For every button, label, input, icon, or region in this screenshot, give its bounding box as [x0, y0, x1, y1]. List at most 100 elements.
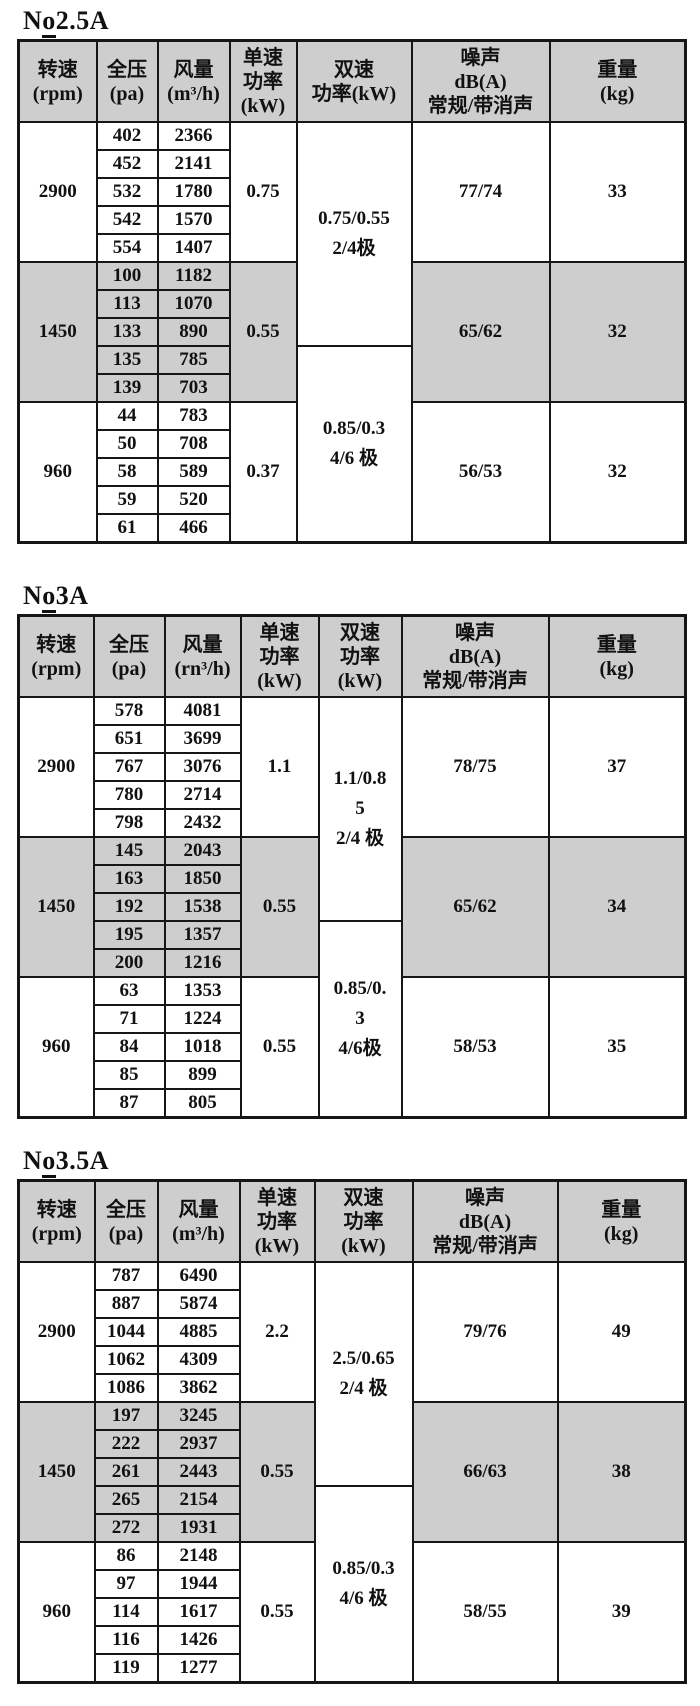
data-row: 133 890 [19, 317, 686, 347]
section-no3a: No3A 转速 (rpm) 全压 (pa) 风量 (rn³/h) 单速 功率 (kW)… [0, 544, 700, 1119]
data-row: 798 2432 [19, 808, 686, 838]
data-row: 135 785 0.85/0.3 4/6 极 [19, 345, 686, 544]
flow-cell: 589 [156, 457, 231, 487]
dual-power-cell: 0.85/0. 3 4/6极 [317, 920, 403, 1119]
data-row: 960 86 2148 0.55 58/55 39 [17, 1541, 687, 1684]
column-header: 单速 功率 (kW) [239, 614, 320, 698]
data-row: 61 466 [19, 513, 686, 544]
rpm-cell: 960 [17, 401, 98, 544]
pressure-cell: 135 [95, 345, 159, 375]
data-row: 272 1931 [19, 1513, 686, 1543]
flow-cell: 1538 [163, 892, 242, 922]
pressure-cell: 402 [95, 121, 159, 151]
data-row: 113 1070 [19, 289, 686, 319]
pressure-cell: 798 [92, 808, 166, 838]
pressure-cell: 119 [93, 1653, 159, 1684]
pressure-cell: 887 [93, 1289, 159, 1319]
data-row: 222 2937 [19, 1429, 686, 1459]
flow-cell: 1850 [163, 864, 242, 894]
column-header: 双速 功率 (kW) [317, 614, 403, 698]
column-header: 全压 (pa) [92, 614, 166, 698]
pressure-cell: 195 [92, 920, 166, 950]
noise-cell: 66/63 [411, 1401, 559, 1543]
noise-cell: 79/76 [411, 1261, 559, 1403]
flow-cell: 785 [156, 345, 231, 375]
pressure-cell: 145 [92, 836, 166, 866]
single-power-cell: 0.75 [228, 121, 298, 263]
single-power-cell: 0.55 [239, 836, 320, 978]
column-header: 转速 (rpm) [17, 614, 95, 698]
weight-cell: 34 [547, 836, 687, 978]
pressure-cell: 100 [95, 261, 159, 291]
rpm-cell: 2900 [17, 696, 95, 838]
flow-cell: 2937 [156, 1429, 241, 1459]
pressure-cell: 113 [95, 289, 159, 319]
flow-cell: 899 [163, 1060, 242, 1090]
table-header: 转速 (rpm) 全压 (pa) 风量 (rn³/h) 单速 功率 (kW) 双速 功率… [17, 614, 687, 698]
flow-cell: 2443 [156, 1457, 241, 1487]
column-header: 风量 (m³/h) [156, 39, 231, 123]
dual-power-cell: 2.5/0.65 2/4 极 [313, 1261, 414, 1487]
pressure-cell: 139 [95, 373, 159, 403]
header-row: 转速 (rpm) 全压 (pa) 风量 (m³/h) 单速 功率 (kW) 双速 功率(… [17, 39, 687, 123]
flow-cell: 5874 [156, 1289, 241, 1319]
single-power-cell: 0.37 [228, 401, 298, 544]
noise-cell: 78/75 [400, 696, 550, 838]
pressure-cell: 767 [92, 752, 166, 782]
noise-cell: 65/62 [400, 836, 550, 978]
data-row: 192 1538 [19, 892, 686, 922]
data-row: 84 1018 [19, 1032, 686, 1062]
pressure-cell: 58 [95, 457, 159, 487]
flow-cell: 4081 [163, 696, 242, 726]
table-header: 转速 (rpm) 全压 (pa) 风量 (m³/h) 单速 功率 (kW) 双速 功率(… [17, 39, 687, 123]
weight-cell: 33 [548, 121, 687, 263]
pressure-cell: 163 [92, 864, 166, 894]
data-row: 85 899 [19, 1060, 686, 1090]
pressure-cell: 133 [95, 317, 159, 347]
flow-cell: 4885 [156, 1317, 241, 1347]
data-row: 119 1277 [19, 1653, 686, 1684]
pressure-cell: 1086 [93, 1373, 159, 1403]
flow-cell: 1018 [163, 1032, 242, 1062]
data-row: 71 1224 [19, 1004, 686, 1034]
pressure-cell: 1044 [93, 1317, 159, 1347]
rpm-cell: 2900 [17, 1261, 96, 1403]
pressure-cell: 84 [92, 1032, 166, 1062]
flow-cell: 3699 [163, 724, 242, 754]
section-no2.5a: No2.5A 转速 (rpm) 全压 (pa) 风量 (m³/h) 单速 功率 (kW… [0, 0, 700, 544]
column-header: 单速 功率 (kW) [228, 39, 298, 123]
column-header: 重量 (kg) [556, 1179, 687, 1263]
flow-cell: 783 [156, 401, 231, 431]
noise-cell: 56/53 [410, 401, 551, 544]
weight-cell: 38 [556, 1401, 687, 1543]
noise-cell: 65/62 [410, 261, 551, 403]
column-header: 风量 (m³/h) [156, 1179, 241, 1263]
flow-cell: 1224 [163, 1004, 242, 1034]
data-row: 960 63 1353 0.55 58/53 35 [17, 976, 687, 1119]
data-row: 1450 197 3245 0.55 66/63 38 [17, 1401, 687, 1543]
rpm-cell: 1450 [17, 1401, 96, 1543]
rpm-cell: 960 [17, 976, 95, 1119]
rpm-cell: 1450 [17, 836, 95, 978]
weight-cell: 32 [548, 261, 687, 403]
flow-cell: 1780 [156, 177, 231, 207]
data-row: 2900 787 6490 2.2 2.5/0.65 2/4 极 79/76 49 [17, 1261, 687, 1487]
single-power-cell: 0.55 [228, 261, 298, 403]
pressure-cell: 787 [93, 1261, 159, 1291]
fan-spec-table-no2.5a: 转速 (rpm) 全压 (pa) 风量 (m³/h) 单速 功率 (kW) 双速 功率(… [17, 39, 687, 544]
pressure-cell: 780 [92, 780, 166, 810]
pressure-cell: 452 [95, 149, 159, 179]
pressure-cell: 554 [95, 233, 159, 263]
pressure-cell: 87 [92, 1088, 166, 1119]
section-title: No3.5A [23, 1119, 700, 1178]
rpm-cell: 960 [17, 1541, 96, 1684]
dual-power-cell: 1.1/0.8 5 2/4 极 [317, 696, 403, 922]
table-body: 2900 578 4081 1.1 1.1/0.8 5 2/4 极 78/75 37 651 3… [17, 696, 687, 1119]
pressure-cell: 578 [92, 696, 166, 726]
flow-cell: 805 [163, 1088, 242, 1119]
section-no3.5a: No3.5A 转速 (rpm) 全压 (pa) 风量 (m³/h) 单速 功率 (kW… [0, 1119, 700, 1684]
data-row: 114 1617 [19, 1597, 686, 1627]
flow-cell: 1277 [156, 1653, 241, 1684]
data-row: 2900 402 2366 0.75 0.75/0.55 2/4极 77/74 33 [17, 121, 687, 347]
flow-cell: 1182 [156, 261, 231, 291]
